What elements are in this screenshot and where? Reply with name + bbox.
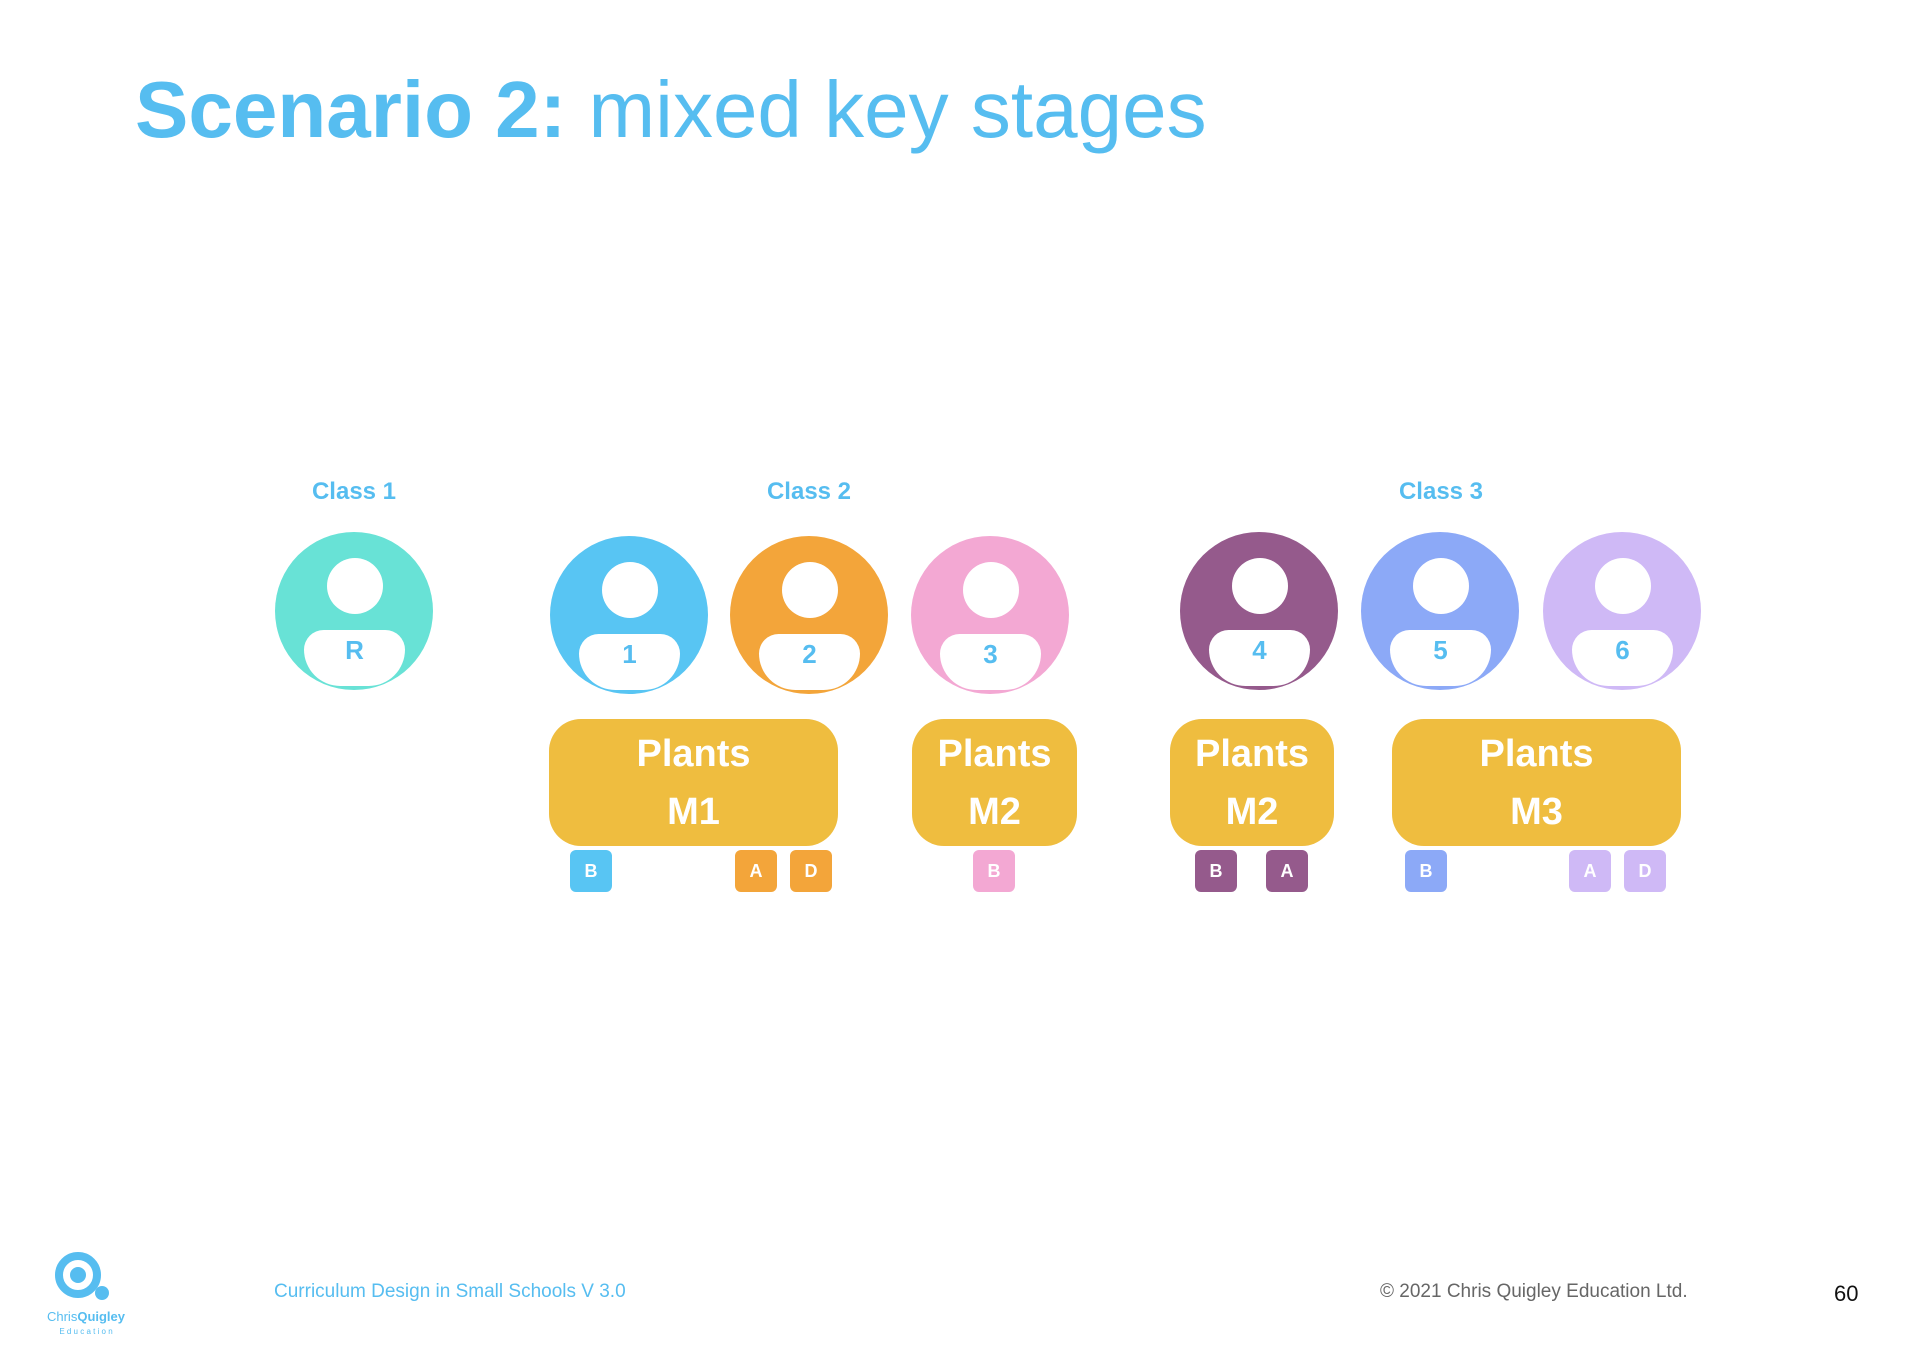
unit-topic: Plants — [636, 732, 751, 775]
avatar-head — [782, 562, 838, 618]
avatar-body — [1390, 630, 1491, 686]
unit-block-plants-m1: Plants M1 — [549, 719, 838, 846]
logo-wordmark: ChrisQuigley — [36, 1309, 136, 1324]
unit-block-plants-m2-class3: Plants M2 — [1170, 719, 1334, 846]
unit-topic: Plants — [1194, 732, 1310, 775]
slide-title-bold: Scenario 2: — [135, 65, 567, 154]
unit-block-plants-m3: Plants M3 — [1392, 719, 1681, 846]
unit-topic: Plants — [937, 732, 1052, 775]
footer-copyright: © 2021 Chris Quigley Education Ltd. — [1380, 1281, 1688, 1302]
tag-b-year-4: B — [1195, 850, 1237, 892]
avatar-head — [602, 562, 658, 618]
logo-tagline: E d u c a t i o n — [59, 1327, 113, 1336]
pupil-avatar-year-4: 4 — [1180, 532, 1338, 690]
tag-d-year-2: D — [790, 850, 832, 892]
pupil-avatar-reception: R — [275, 532, 433, 690]
avatar-body — [759, 634, 860, 690]
pupil-avatar-year-2: 2 — [730, 536, 888, 694]
avatar-body — [1572, 630, 1673, 686]
avatar-body — [579, 634, 680, 690]
avatar-year-label: 1 — [622, 639, 637, 669]
avatar-head — [963, 562, 1019, 618]
logo-name-part1: Chris — [46, 1309, 78, 1324]
tag-b-year-5: B — [1405, 850, 1447, 892]
pupil-avatar-year-3: 3 — [911, 536, 1069, 694]
class-label-1: Class 1 — [311, 478, 397, 505]
avatar-year-label: 2 — [802, 639, 817, 669]
pupil-avatar-year-6: 6 — [1543, 532, 1701, 690]
avatar-year-label: 5 — [1433, 635, 1448, 665]
pupil-avatar-year-5: 5 — [1361, 532, 1519, 690]
avatar-head — [1232, 558, 1288, 614]
pupil-avatar-year-1: 1 — [550, 536, 708, 694]
avatar-year-label: 3 — [983, 639, 998, 669]
avatar-year-label: 6 — [1615, 635, 1630, 665]
avatar-body — [940, 634, 1041, 690]
logo-name-part2: Quigley — [77, 1309, 126, 1324]
tag-d-year-6: D — [1624, 850, 1666, 892]
unit-topic: Plants — [1479, 732, 1594, 775]
tag-b-year-3: B — [973, 850, 1015, 892]
avatar-body — [304, 630, 405, 686]
avatar-head — [1595, 558, 1651, 614]
logo-mark-icon — [55, 1252, 109, 1300]
footer-document-title: Curriculum Design in Small Schools V 3.0 — [274, 1281, 626, 1302]
avatar-year-label: 4 — [1252, 635, 1267, 665]
class-label-2: Class 2 — [766, 478, 852, 505]
avatar-year-label: R — [345, 635, 364, 665]
slide-title: Scenario 2: mixed key stages — [135, 62, 1207, 158]
avatar-head — [1413, 558, 1469, 614]
unit-module: M1 — [667, 790, 720, 833]
tag-a-year-4: A — [1266, 850, 1308, 892]
avatar-body — [1209, 630, 1310, 686]
page-number: 60 — [1834, 1281, 1859, 1306]
tag-a-year-2: A — [735, 850, 777, 892]
unit-block-plants-m2-class2: Plants M2 — [912, 719, 1077, 846]
unit-module: M3 — [1510, 790, 1563, 833]
chris-quigley-logo: ChrisQuigley E d u c a t i o n — [36, 1245, 136, 1345]
class-label-3: Class 3 — [1398, 478, 1484, 505]
slide-title-rest: mixed key stages — [566, 65, 1207, 154]
unit-module: M2 — [968, 790, 1021, 833]
avatar-head — [327, 558, 383, 614]
tag-a-year-6: A — [1569, 850, 1611, 892]
tag-b-year-1: B — [570, 850, 612, 892]
unit-module: M2 — [1225, 790, 1279, 833]
